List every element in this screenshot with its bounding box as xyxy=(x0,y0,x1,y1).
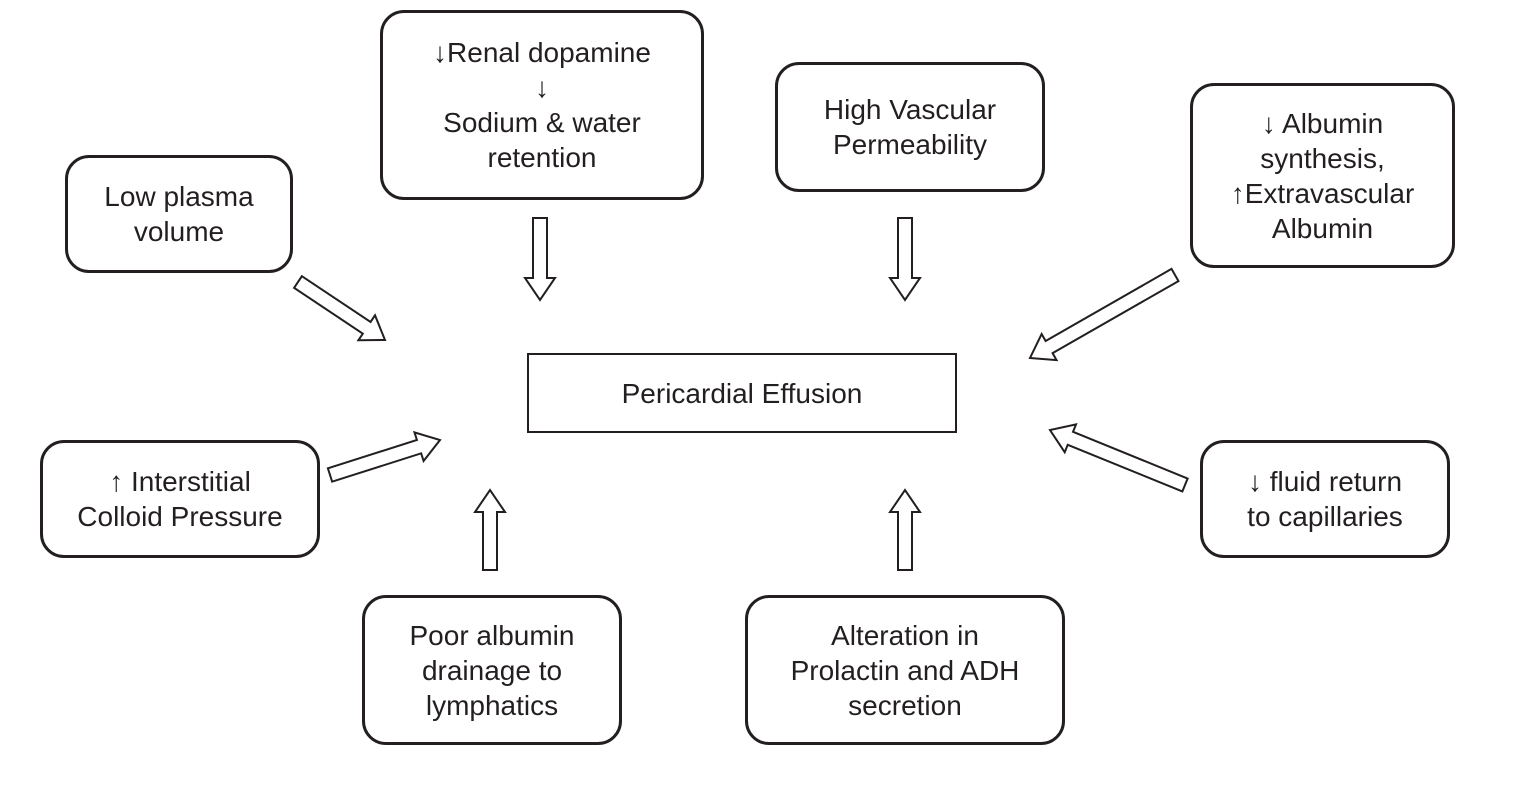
node-center: Pericardial Effusion xyxy=(527,353,957,433)
arrow-low-plasma xyxy=(290,270,394,353)
node-prolactin-label: Alteration in Prolactin and ADH secretio… xyxy=(791,618,1020,723)
node-fluid-return: ↓ fluid return to capillaries xyxy=(1200,440,1450,558)
arrow-albumin-synth xyxy=(1023,262,1183,371)
node-fluid-return-label: ↓ fluid return to capillaries xyxy=(1247,464,1403,534)
diagram-canvas: Pericardial Effusion ↓Renal dopamine ↓ S… xyxy=(0,0,1514,803)
arrow-interstitial xyxy=(325,426,444,490)
node-vascular: High Vascular Permeability xyxy=(775,62,1045,192)
arrow-fluid-return xyxy=(1044,416,1190,499)
arrow-vascular xyxy=(890,218,920,300)
node-vascular-label: High Vascular Permeability xyxy=(824,92,996,162)
node-renal-label: ↓Renal dopamine ↓ Sodium & water retenti… xyxy=(433,35,651,175)
node-albumin-synthesis: ↓ Albumin synthesis, ↑Extravascular Albu… xyxy=(1190,83,1455,268)
node-prolactin: Alteration in Prolactin and ADH secretio… xyxy=(745,595,1065,745)
node-poor-albumin-label: Poor albumin drainage to lymphatics xyxy=(410,618,575,723)
node-interstitial: ↑ Interstitial Colloid Pressure xyxy=(40,440,320,558)
node-center-label: Pericardial Effusion xyxy=(622,376,863,411)
arrow-prolactin xyxy=(890,490,920,570)
arrow-renal xyxy=(525,218,555,300)
node-renal: ↓Renal dopamine ↓ Sodium & water retenti… xyxy=(380,10,704,200)
node-interstitial-label: ↑ Interstitial Colloid Pressure xyxy=(77,464,282,534)
arrow-poor-albumin xyxy=(475,490,505,570)
node-poor-albumin: Poor albumin drainage to lymphatics xyxy=(362,595,622,745)
node-albumin-synthesis-label: ↓ Albumin synthesis, ↑Extravascular Albu… xyxy=(1231,106,1415,246)
node-low-plasma-label: Low plasma volume xyxy=(104,179,253,249)
node-low-plasma: Low plasma volume xyxy=(65,155,293,273)
